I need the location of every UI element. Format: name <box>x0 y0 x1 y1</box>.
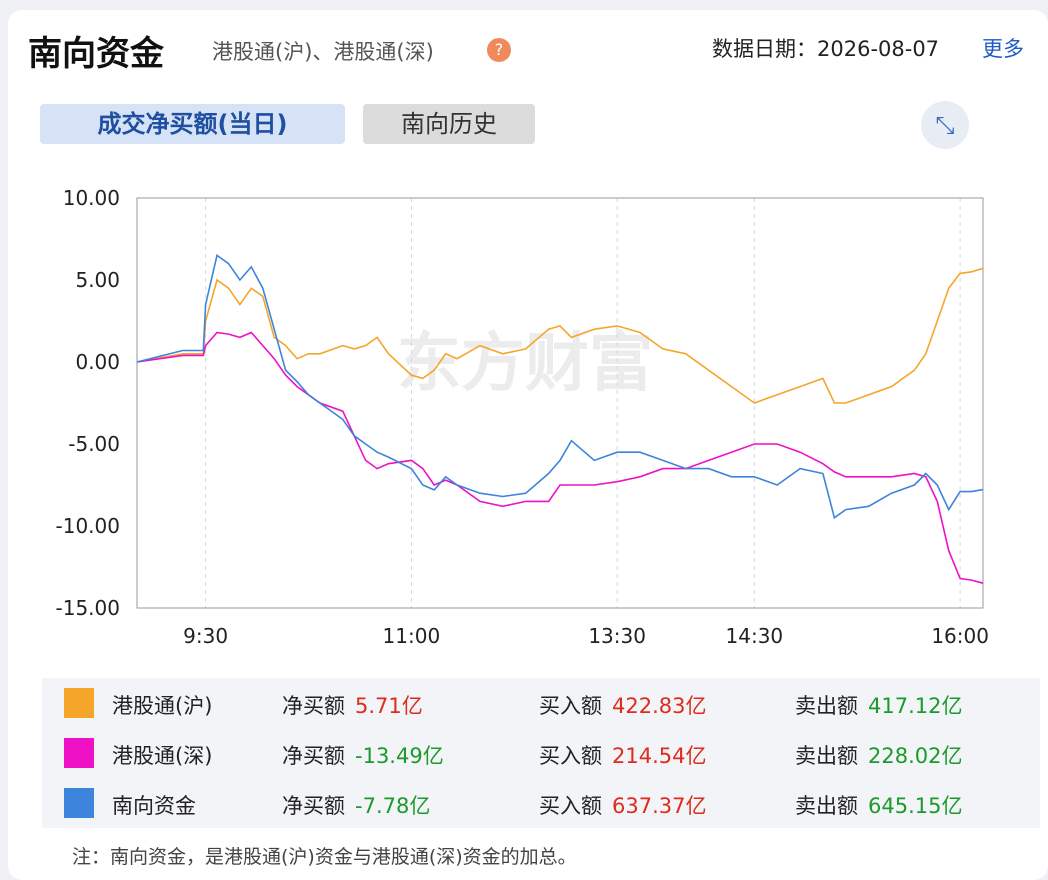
expand-button[interactable]: ⤡ <box>921 101 969 149</box>
tab[interactable]: 南向历史 <box>363 104 535 144</box>
plot-frame <box>136 197 984 609</box>
legend-row: 港股通(深) 净买额 -13.49亿 买入额 214.54亿 卖出额 228.02亿 <box>42 728 1040 778</box>
net-label: 净买额 <box>282 744 345 768</box>
note: 注：南向资金，是港股通(沪)资金与港股通(深)资金的加总。 <box>72 846 577 868</box>
legend-swatch <box>64 738 94 768</box>
legend-label: 南向资金 <box>112 794 196 818</box>
y-tick-label: -5.00 <box>68 432 120 456</box>
series-line <box>136 331 984 584</box>
sell-label: 卖出额 <box>795 794 858 818</box>
legend-table <box>42 678 1040 828</box>
net-label: 净买额 <box>282 794 345 818</box>
legend-swatch <box>64 688 94 718</box>
x-tick-label: 16:00 <box>931 624 989 648</box>
net-value: -7.78亿 <box>355 794 431 818</box>
watermark: 东方财富 <box>397 327 653 401</box>
subtitle: 港股通(沪)、港股通(深) <box>212 40 434 64</box>
buy-value: 637.37亿 <box>612 794 707 818</box>
net-value: 5.71亿 <box>355 694 423 718</box>
y-tick-label: -10.00 <box>56 514 120 538</box>
net-label: 净买额 <box>282 694 345 718</box>
series-line <box>136 254 984 520</box>
x-tick-label: 13:30 <box>588 624 646 648</box>
buy-label: 买入额 <box>539 744 602 768</box>
buy-value: 422.83亿 <box>612 694 707 718</box>
legend-row: 南向资金 净买额 -7.78亿 买入额 637.37亿 卖出额 645.15亿 <box>42 778 1040 828</box>
data-date: 数据日期：2026-08-07 <box>712 37 940 61</box>
legend-row: 港股通(沪) 净买额 5.71亿 买入额 422.83亿 卖出额 417.12亿 <box>42 678 1040 728</box>
y-tick-label: -15.00 <box>56 596 120 620</box>
x-tick-label: 14:30 <box>726 624 784 648</box>
series-line <box>136 267 984 404</box>
buy-label: 买入额 <box>539 794 602 818</box>
more-link[interactable]: 更多 <box>982 37 1024 61</box>
x-tick-label: 11:00 <box>383 624 441 648</box>
buy-value: 214.54亿 <box>612 744 707 768</box>
net-value: -13.49亿 <box>355 744 444 768</box>
legend-swatch <box>64 788 94 818</box>
sell-label: 卖出额 <box>795 744 858 768</box>
legend-label: 港股通(沪) <box>112 694 213 718</box>
sell-value: 645.15亿 <box>868 794 963 818</box>
y-tick-label: 0.00 <box>75 350 120 374</box>
legend-label: 港股通(深) <box>112 744 213 768</box>
title: 南向资金 <box>28 34 164 74</box>
sell-label: 卖出额 <box>795 694 858 718</box>
tab-active[interactable]: 成交净买额(当日) <box>40 104 345 144</box>
sell-value: 228.02亿 <box>868 744 963 768</box>
x-tick-label: 9:30 <box>183 624 228 648</box>
buy-label: 买入额 <box>539 694 602 718</box>
sell-value: 417.12亿 <box>868 694 963 718</box>
y-tick-label: 10.00 <box>63 186 120 210</box>
help-icon[interactable]: ? <box>487 38 511 62</box>
chart: 东方财富 10.00 5.00 0.00 -5.00 -10.00 -15.00 9:30 11… <box>56 186 989 648</box>
y-tick-label: 5.00 <box>75 268 120 292</box>
